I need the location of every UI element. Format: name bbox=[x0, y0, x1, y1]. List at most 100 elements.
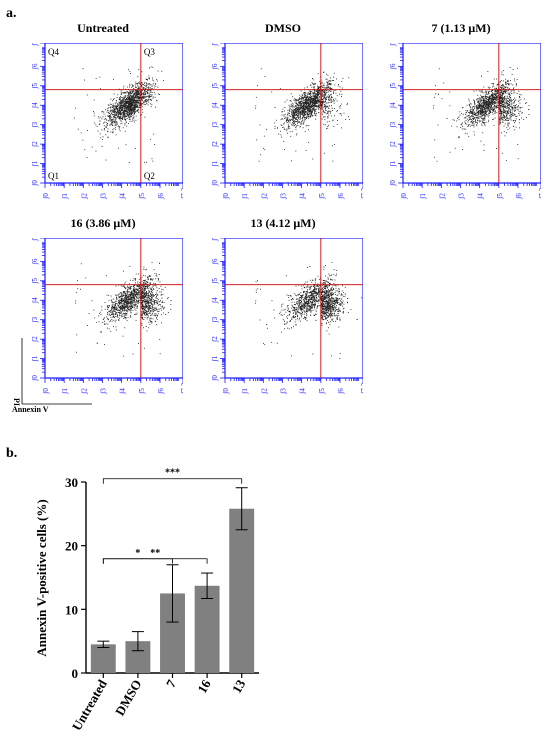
scatter-point bbox=[492, 109, 494, 111]
scatter-point bbox=[329, 98, 331, 100]
scatter-point bbox=[494, 112, 496, 114]
scatter-point bbox=[125, 119, 126, 121]
scatter-point bbox=[483, 106, 485, 108]
scatter-point bbox=[307, 103, 309, 105]
scatter-point bbox=[115, 128, 116, 130]
scatter-point bbox=[105, 109, 107, 111]
scatter-point bbox=[308, 104, 310, 106]
scatter-point bbox=[116, 123, 118, 125]
scatter-point bbox=[133, 119, 135, 121]
scatter-point bbox=[476, 107, 478, 108]
panel-a-label: a. bbox=[6, 6, 17, 21]
scatter-point bbox=[129, 113, 131, 115]
scatter-point bbox=[311, 114, 313, 116]
scatter-point bbox=[301, 110, 303, 112]
scatter-point bbox=[120, 97, 122, 98]
scatter-point bbox=[125, 113, 127, 115]
scatter-point bbox=[113, 116, 114, 117]
scatter-point bbox=[510, 109, 512, 111]
scatter-point bbox=[152, 79, 153, 81]
scatter-point bbox=[473, 131, 475, 133]
scatter-point bbox=[330, 111, 332, 113]
scatter-point bbox=[317, 100, 319, 101]
scatter-point bbox=[509, 110, 511, 112]
scatter-point bbox=[324, 119, 326, 121]
scatter-point bbox=[146, 90, 148, 92]
scatter-point bbox=[499, 107, 501, 109]
scatter-point bbox=[298, 103, 300, 104]
scatter-point bbox=[139, 97, 141, 98]
scatter-point bbox=[465, 128, 467, 130]
scatter-point bbox=[312, 108, 313, 110]
scatter-point bbox=[124, 117, 126, 119]
scatter-point bbox=[138, 109, 140, 111]
scatter-point bbox=[515, 126, 517, 128]
scatter-point bbox=[495, 105, 497, 107]
scatter-point bbox=[127, 91, 129, 92]
scatter-point bbox=[480, 91, 482, 93]
scatter-point bbox=[481, 120, 483, 122]
scatter-point bbox=[300, 98, 302, 100]
x-tick-label: ʃ3 bbox=[280, 193, 288, 200]
scatter-point bbox=[292, 117, 294, 119]
scatter-point bbox=[132, 107, 133, 109]
scatter-point bbox=[499, 108, 501, 110]
scatter-point bbox=[107, 130, 109, 132]
scatter-point bbox=[132, 98, 133, 100]
scatter-point bbox=[154, 82, 156, 84]
scatter-point bbox=[483, 102, 485, 103]
scatter-point bbox=[337, 85, 339, 87]
scatter-point bbox=[145, 104, 147, 105]
scatter-point bbox=[117, 105, 119, 107]
scatter-point bbox=[299, 126, 301, 128]
scatter-point bbox=[483, 99, 485, 101]
scatter-point bbox=[499, 101, 501, 102]
scatter-point bbox=[348, 116, 349, 118]
scatter-point bbox=[502, 101, 504, 103]
scatter-point bbox=[289, 110, 291, 112]
scatter-point bbox=[315, 97, 317, 99]
scatter-point bbox=[496, 89, 498, 91]
scatter-point bbox=[304, 107, 306, 109]
scatter-point bbox=[470, 116, 472, 118]
scatter-point bbox=[521, 111, 523, 113]
scatter-point bbox=[107, 109, 108, 111]
scatter-point bbox=[130, 111, 132, 113]
scatter-point bbox=[500, 114, 502, 116]
scatter-point bbox=[147, 87, 149, 88]
scatter-point bbox=[310, 100, 311, 102]
scatter-point bbox=[330, 100, 332, 102]
scatter-point bbox=[474, 107, 476, 109]
scatter-point bbox=[122, 105, 124, 106]
scatter-point bbox=[128, 118, 130, 120]
scatter-point bbox=[114, 113, 116, 115]
scatter-point bbox=[341, 81, 343, 82]
scatter-point bbox=[112, 118, 114, 120]
scatter-point bbox=[308, 93, 310, 94]
scatter-point bbox=[119, 126, 121, 128]
scatter-point bbox=[496, 88, 498, 89]
scatter-point bbox=[472, 113, 474, 115]
scatter-point bbox=[150, 96, 151, 98]
scatter-point bbox=[141, 103, 143, 104]
scatter-point bbox=[128, 162, 130, 163]
scatter-point bbox=[512, 89, 514, 91]
scatter-point bbox=[489, 102, 491, 104]
scatter-point bbox=[323, 87, 325, 88]
scatter-point bbox=[304, 92, 306, 94]
scatter-point bbox=[493, 109, 495, 111]
scatter-point bbox=[513, 102, 515, 104]
scatter-point bbox=[124, 124, 126, 126]
scatter-point bbox=[509, 96, 510, 98]
scatter-point bbox=[472, 121, 474, 123]
scatter-point bbox=[302, 100, 304, 102]
scatter-point bbox=[302, 110, 304, 112]
scatter-point bbox=[137, 101, 139, 103]
scatter-point bbox=[123, 111, 125, 112]
scatter-point bbox=[511, 74, 513, 75]
scatter-point bbox=[517, 109, 519, 111]
scatter-point bbox=[482, 104, 484, 106]
scatter-point bbox=[502, 112, 504, 114]
scatter-point bbox=[515, 83, 517, 84]
scatter-point bbox=[290, 135, 292, 137]
